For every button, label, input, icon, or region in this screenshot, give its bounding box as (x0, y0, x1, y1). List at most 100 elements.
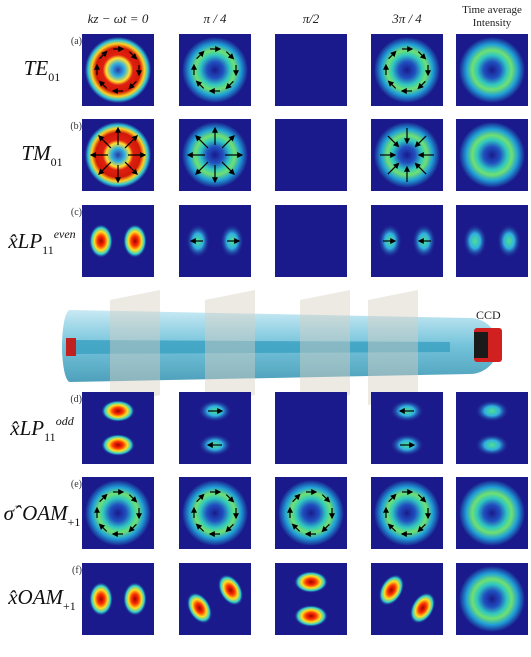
panel-background (275, 392, 347, 464)
ring-intensity (459, 566, 525, 632)
row-tag: (c) (52, 207, 82, 218)
mode-panel (456, 34, 528, 106)
tag-text: (f) (72, 565, 82, 576)
panel-background (275, 205, 347, 277)
mode-label: x̂OAM+1 (2, 585, 82, 614)
mode-panel (275, 119, 347, 191)
header-line: kz − ωt = 0 (70, 12, 166, 25)
lobe-intensity (475, 434, 509, 456)
ring-intensity (85, 480, 151, 546)
tag-text: (b) (70, 121, 82, 132)
lobe-intensity (294, 571, 328, 593)
panels (0, 0, 531, 657)
row-tag: (e) (52, 479, 82, 490)
mode-part: odd (56, 414, 74, 428)
lobe-intensity (89, 582, 113, 616)
mode-part: 01 (51, 155, 63, 169)
mode-panel (82, 563, 154, 635)
mode-panel (371, 119, 443, 191)
mode-part: 01 (48, 70, 60, 84)
lobe-intensity (123, 582, 147, 616)
mode-panel (371, 392, 443, 464)
mode-panel (275, 477, 347, 549)
mode-part: +1 (68, 515, 81, 529)
mode-panel (275, 205, 347, 277)
lobe-intensity (123, 224, 147, 258)
mode-label: x̂LP11odd (2, 414, 82, 445)
mode-panel (179, 34, 251, 106)
ring-intensity (459, 37, 525, 103)
mode-panel (371, 477, 443, 549)
tag-text: (d) (70, 394, 82, 405)
mode-panel (456, 392, 528, 464)
mode-panel (456, 205, 528, 277)
lobe-intensity (294, 605, 328, 627)
tag-text: (e) (71, 479, 82, 490)
mode-part: σ̂ (4, 501, 14, 525)
mode-part: x̂OAM (8, 585, 63, 609)
lobe-intensity (101, 400, 135, 422)
mode-part: TM (21, 141, 50, 165)
mode-part: 11 (44, 430, 56, 444)
mode-panel (179, 119, 251, 191)
lobe-intensity (101, 434, 135, 456)
mode-label: TE01 (2, 56, 82, 85)
column-header: 3π / 4 (359, 12, 455, 25)
mode-part: even (54, 227, 76, 241)
mode-panel (82, 477, 154, 549)
row-tag: (f) (52, 565, 82, 576)
mode-panel (82, 34, 154, 106)
ring-intensity (459, 480, 525, 546)
mode-panel (82, 119, 154, 191)
mode-part: x̂LP (8, 229, 42, 253)
mode-panel (456, 563, 528, 635)
mode-panel (371, 34, 443, 106)
ring-intensity (278, 480, 344, 546)
mode-panel (275, 563, 347, 635)
mode-label: σ̂−OAM+1 (2, 499, 82, 530)
mode-part: 11 (42, 243, 54, 257)
mode-panel (179, 392, 251, 464)
lobe-intensity (475, 400, 509, 422)
header-line: Intensity (444, 17, 531, 30)
mode-panel (179, 563, 251, 635)
mode-panel (82, 392, 154, 464)
mode-part: +1 (63, 599, 76, 613)
mode-panel (179, 205, 251, 277)
mode-part: TE (24, 56, 49, 80)
header-line: π / 4 (167, 12, 263, 25)
header-line: Time average (444, 4, 531, 17)
ring-intensity (182, 480, 248, 546)
mode-label: x̂LP11even (2, 227, 82, 258)
tag-text: (a) (71, 36, 82, 47)
mode-part: x̂LP (10, 416, 44, 440)
mode-panel (456, 477, 528, 549)
ring-intensity (374, 480, 440, 546)
fiber-illustration (62, 290, 498, 405)
panel-background (275, 34, 347, 106)
lobe-intensity (463, 224, 487, 258)
row-tag: (d) (52, 394, 82, 405)
ccd-camera (474, 328, 502, 362)
mode-panel (82, 205, 154, 277)
ccd-label: CCD (476, 308, 501, 323)
tag-text: (c) (71, 207, 82, 218)
column-header: π/2 (263, 12, 359, 25)
column-header: kz − ωt = 0 (70, 12, 166, 25)
mode-panel (456, 119, 528, 191)
mode-panel (371, 563, 443, 635)
ring-intensity (374, 37, 440, 103)
ccd-text: CCD (476, 308, 501, 322)
mode-panel (179, 477, 251, 549)
figure: kz − ωt = 0π / 4π/23π / 4Time averageInt… (0, 0, 531, 657)
mode-panel (275, 34, 347, 106)
ring-intensity (85, 37, 151, 103)
row-tag: (b) (52, 121, 82, 132)
mode-panel (275, 392, 347, 464)
mode-panel (371, 205, 443, 277)
panel-background (275, 119, 347, 191)
lobe-intensity (89, 224, 113, 258)
mode-part: OAM (22, 501, 68, 525)
header-line: π/2 (263, 12, 359, 25)
